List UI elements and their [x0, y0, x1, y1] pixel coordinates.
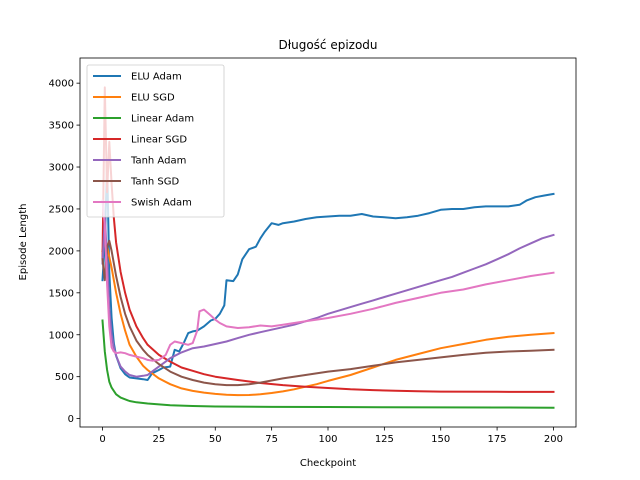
x-tick-label: 175: [488, 434, 507, 445]
y-axis-title: Episode Length: [18, 204, 29, 281]
y-tick-label: 1000: [49, 330, 74, 341]
legend: ELU Adam ELU SGD Linear Adam Linear SGD Tanh…: [86, 64, 225, 218]
x-tick-label: 150: [431, 434, 450, 445]
y-tick-label: 2000: [49, 246, 74, 257]
x-tick-label: 0: [99, 434, 105, 445]
x-tick-label: 25: [153, 434, 166, 445]
series-line-elu-sgd: [101, 237, 555, 397]
series-line-tanh-sgd: [101, 239, 555, 387]
legend-label-elu-adam: ELU Adam: [131, 72, 182, 83]
y-tick-label: 500: [55, 372, 74, 383]
series-line-linear-adam: [101, 319, 555, 409]
series-line-swish-adam: [101, 199, 555, 362]
chart-title: Długość epizodu: [278, 38, 377, 52]
x-axis: 0 25 50 75 100 125 150 175 200: [99, 427, 563, 445]
x-tick-label: 50: [209, 434, 222, 445]
series-line-tanh-adam: [101, 216, 555, 378]
y-axis: 0 500 1000 1500 2000 2500 3000 3500 4000: [49, 79, 80, 425]
legend-label-swish-adam: Swish Adam: [131, 198, 192, 209]
y-tick-label: 4000: [49, 79, 74, 90]
series-layer: [101, 86, 555, 409]
legend-label-linear-sgd: Linear SGD: [131, 135, 187, 146]
x-tick-label: 200: [544, 434, 563, 445]
legend-label-linear-adam: Linear Adam: [131, 114, 194, 125]
x-tick-label: 125: [375, 434, 394, 445]
x-tick-label: 75: [265, 434, 278, 445]
y-tick-label: 2500: [49, 204, 74, 215]
legend-box: [86, 64, 225, 218]
y-tick-label: 1500: [49, 288, 74, 299]
legend-label-tanh-adam: Tanh Adam: [130, 156, 186, 167]
legend-label-elu-sgd: ELU SGD: [131, 93, 175, 104]
series-line-elu-adam: [101, 161, 555, 381]
legend-label-tanh-sgd: Tanh SGD: [130, 177, 180, 188]
y-tick-label: 3500: [49, 121, 74, 132]
y-tick-label: 3000: [49, 163, 74, 174]
x-tick-label: 100: [318, 434, 337, 445]
y-tick-label: 0: [68, 414, 74, 425]
x-axis-title: Checkpoint: [300, 458, 356, 469]
